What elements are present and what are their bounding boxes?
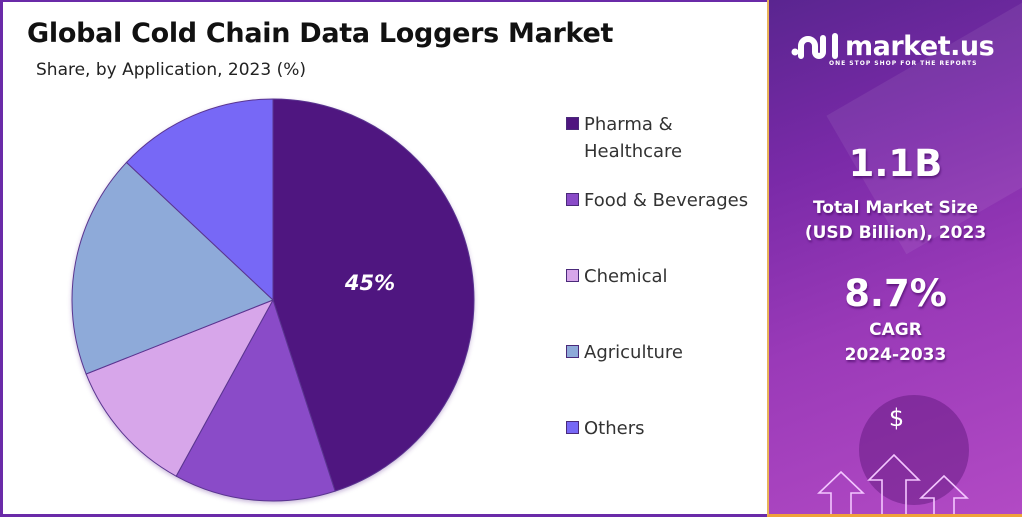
market-us-logo-icon (791, 33, 838, 59)
chart-panel: Global Cold Chain Data Loggers Market Sh… (0, 0, 767, 517)
legend-swatch (566, 193, 579, 206)
pie-slice-chemical (85, 299, 275, 477)
legend-swatch (566, 269, 579, 282)
legend-item-chemical: Chemical (566, 263, 766, 290)
cagr-label: CAGR 2024-2033 (844, 320, 947, 365)
legend-label: Others (584, 418, 645, 439)
legend-swatch (566, 117, 579, 130)
legend-label: Agriculture (584, 342, 683, 363)
legend-swatch (566, 421, 579, 434)
market-size-label: Total Market Size (USD Billion), 2023 (804, 198, 987, 243)
legend-item-agriculture: Agriculture (566, 339, 766, 366)
legend-label: Food & Beverages (584, 190, 749, 211)
legend-item-food: Food & Beverages (566, 187, 766, 214)
summary-panel: market.us ONE STOP SHOP FOR THE REPORTS … (767, 0, 1022, 517)
background-circle (859, 395, 969, 505)
pie-chart: 45% (71, 98, 475, 502)
cagr-value: 8.7% (844, 272, 947, 315)
legend-label: Pharma & Healthcare (584, 114, 683, 162)
brand-logo: market.us (791, 30, 995, 62)
legend-label: Chemical (584, 266, 668, 287)
legend-item-others: Others (566, 415, 766, 442)
growth-arrows-icon (817, 453, 969, 514)
legend-item-pharma: Pharma & Healthcare (566, 111, 766, 165)
pie-slice-food (175, 298, 336, 502)
legend-swatch (566, 345, 579, 358)
market-size-value: 1.1B (848, 142, 943, 185)
pie-slice-agriculture (71, 161, 274, 375)
brand-name: market.us (845, 30, 995, 62)
pie-data-label: 45% (344, 271, 395, 295)
pie-slice-others (125, 98, 274, 302)
brand-tagline: ONE STOP SHOP FOR THE REPORTS (829, 60, 978, 67)
dollar-icon: $ (888, 404, 905, 432)
pie-slice-pharma (272, 98, 475, 492)
chart-subtitle: Share, by Application, 2023 (%) (36, 60, 306, 80)
chart-title: Global Cold Chain Data Loggers Market (27, 18, 614, 49)
